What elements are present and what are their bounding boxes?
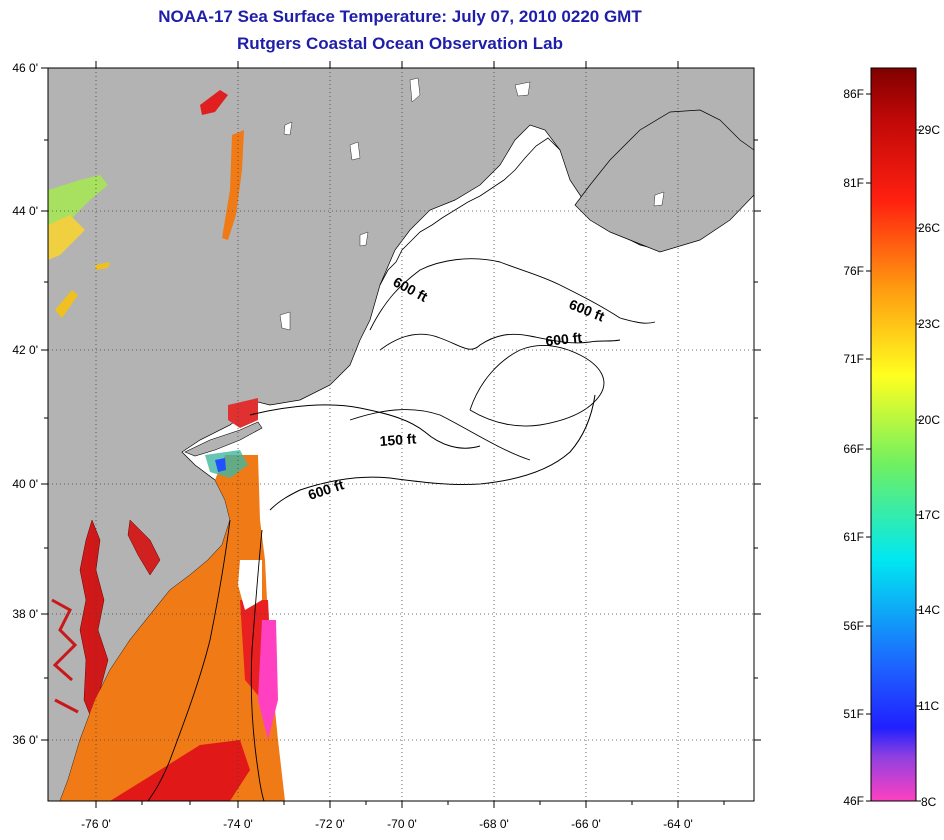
lon-label: -70 0' — [387, 817, 417, 831]
lon-label: -76 0' — [81, 817, 111, 831]
colorbar-c-label: 29C — [918, 123, 940, 137]
colorbar-f-label: 76F — [843, 264, 864, 278]
lat-label: 42 0' — [12, 343, 38, 357]
lake-champlain-sst — [222, 130, 244, 240]
contour-label: 150 ft — [379, 430, 417, 449]
land-nova-scotia — [574, 109, 754, 253]
map-title: NOAA-17 Sea Surface Temperature: July 07… — [158, 7, 642, 26]
lat-label: 38 0' — [12, 607, 38, 621]
colorbar-c-label: 14C — [918, 603, 940, 617]
colorbar-f-label: 86F — [843, 87, 864, 101]
graticule — [48, 68, 754, 801]
lon-label: -64 0' — [663, 817, 693, 831]
colorbar-f-label: 81F — [843, 176, 864, 190]
land-long-island — [184, 421, 263, 457]
contour-label: 600 ft — [545, 329, 583, 349]
lat-label: 36 0' — [12, 733, 38, 747]
sst-cool-patch — [258, 620, 278, 740]
maine-coast-detail — [379, 137, 561, 286]
sst-green-blue-nearshore — [205, 450, 248, 478]
colorbar-f-label: 46F — [843, 794, 864, 808]
lake-sst-yellow-streak — [55, 262, 110, 318]
colorbar-f-label: 66F — [843, 442, 864, 456]
contour-150ft — [249, 404, 481, 449]
lon-label: -68 0' — [479, 817, 509, 831]
colorbar-f-label: 51F — [843, 707, 864, 721]
colorbar-c-label: 8C — [921, 795, 937, 809]
west-bay-tributaries — [51, 598, 79, 714]
colorbar-f-label: 71F — [843, 352, 864, 366]
contour-shelf-south — [147, 519, 265, 801]
sst-hot-southern — [110, 740, 250, 801]
lat-label: 40 0' — [12, 477, 38, 491]
sst-blue-speck — [215, 458, 226, 472]
colorbar-c-label: 17C — [918, 508, 940, 522]
lat-label: 46 0' — [12, 61, 38, 75]
lon-label: -66 0' — [571, 817, 601, 831]
colorbar-c-label: 11C — [918, 699, 939, 713]
delaware-bay — [127, 519, 161, 576]
sst-swath-midatlantic — [60, 455, 285, 801]
colorbar-ticks — [866, 93, 921, 802]
map-subtitle: Rutgers Coastal Ocean Observation Lab — [237, 34, 563, 53]
inland-water-specks — [279, 77, 665, 331]
tick-marks — [41, 61, 761, 808]
contour-600ft-outer — [269, 394, 596, 511]
colorbar-c-label: 26C — [918, 221, 940, 235]
colorbar — [870, 67, 917, 802]
lake-sst-red — [200, 90, 228, 115]
lon-label: -72 0' — [315, 817, 345, 831]
gulf-of-maine-contours — [349, 258, 656, 461]
sst-nearshore-ny — [228, 398, 258, 428]
lat-label: 44 0' — [12, 204, 38, 218]
lon-label: -74 0' — [223, 817, 253, 831]
colorbar-f-label: 56F — [843, 619, 864, 633]
colorbar-c-label: 23C — [918, 317, 940, 331]
colorbar-c-label: 20C — [918, 413, 940, 427]
lake-ontario-warm-edge — [48, 215, 85, 260]
colorbar-f-label: 61F — [843, 530, 864, 544]
map-frame — [47, 67, 755, 802]
